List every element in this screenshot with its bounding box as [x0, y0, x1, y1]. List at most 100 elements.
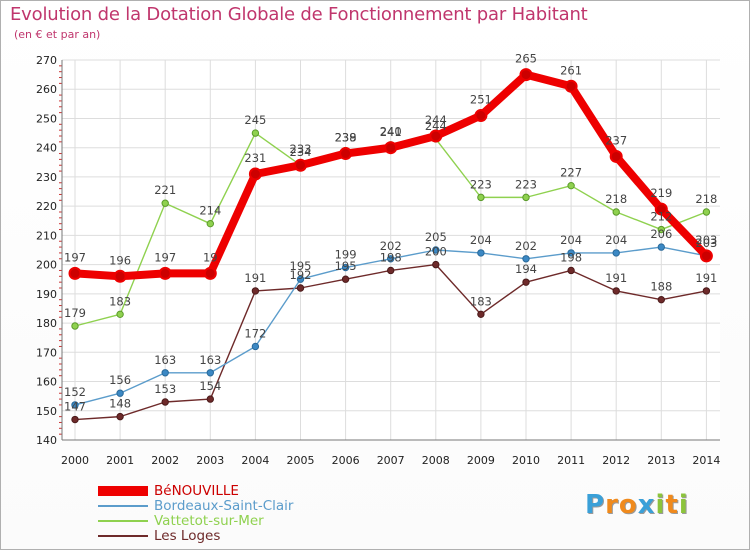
data-label: 191 [605, 271, 627, 285]
data-point [699, 249, 713, 263]
legend-swatch [98, 505, 148, 507]
data-label: 202 [515, 239, 537, 253]
data-label: 218 [605, 192, 627, 206]
y-tick-label: 240 [36, 142, 57, 155]
data-point [294, 158, 307, 172]
data-point [567, 181, 575, 190]
data-point [564, 79, 578, 93]
logo-letter: t [665, 490, 679, 520]
data-point [116, 412, 124, 421]
data-label: 237 [605, 133, 627, 147]
x-tick-label: 2004 [241, 454, 269, 467]
legend-swatch [98, 486, 148, 496]
data-point [71, 322, 79, 330]
data-point [158, 266, 172, 280]
data-label: 195 [335, 259, 357, 273]
data-point [251, 129, 260, 137]
x-tick-label: 2001 [106, 454, 134, 467]
data-point [702, 287, 711, 295]
x-tick-label: 2000 [61, 454, 89, 467]
x-tick-label: 2011 [557, 454, 585, 467]
data-label: 244 [425, 113, 447, 127]
data-point [612, 287, 620, 295]
data-point [384, 141, 398, 155]
x-tick-label: 2014 [692, 454, 720, 467]
data-label: 198 [380, 250, 402, 264]
data-label: 152 [64, 385, 86, 399]
data-label: 200 [425, 245, 447, 259]
y-tick-label: 180 [36, 317, 57, 330]
data-point [251, 342, 260, 351]
y-tick-label: 260 [36, 83, 57, 96]
data-point [71, 415, 79, 424]
data-label: 202 [380, 239, 402, 253]
x-tick-label: 2005 [287, 454, 315, 467]
data-label: 183 [109, 294, 131, 308]
x-tick-label: 2009 [467, 454, 495, 467]
data-point [203, 266, 217, 280]
data-point [657, 295, 665, 304]
data-label: 221 [154, 183, 176, 197]
y-tick-label: 220 [36, 200, 57, 213]
data-label: 240 [380, 125, 402, 139]
data-point [116, 389, 124, 397]
data-label: 238 [335, 131, 357, 145]
data-label: 214 [199, 204, 221, 218]
data-point [206, 219, 215, 228]
data-label: 199 [335, 248, 357, 262]
data-label: 147 [64, 400, 86, 414]
data-label: 227 [560, 166, 582, 180]
data-label: 212 [650, 210, 672, 224]
x-tick-label: 2012 [602, 454, 630, 467]
data-label: 204 [560, 233, 582, 247]
data-point [296, 284, 305, 292]
legend-swatch [98, 520, 148, 522]
data-label: 203 [695, 236, 717, 250]
y-tick-label: 250 [36, 112, 57, 125]
y-tick-label: 160 [36, 376, 57, 389]
data-point [251, 287, 260, 295]
data-label: 241 [380, 125, 402, 139]
data-point [612, 249, 620, 257]
chart-title: Evolution de la Dotation Globale de Fonc… [10, 4, 588, 25]
data-label: 206 [650, 227, 672, 241]
y-tick-label: 200 [36, 259, 57, 272]
data-point [339, 147, 353, 161]
x-tick-label: 2008 [422, 454, 450, 467]
data-point [702, 208, 711, 216]
data-point [477, 193, 485, 202]
y-tick-label: 270 [36, 54, 57, 67]
data-point [522, 255, 530, 263]
data-point [341, 263, 350, 272]
data-point [206, 369, 215, 377]
data-label: 194 [515, 262, 537, 276]
data-label: 223 [515, 177, 537, 191]
y-tick-label: 190 [36, 288, 57, 301]
data-label: 198 [560, 250, 582, 264]
y-tick-label: 170 [36, 346, 57, 359]
legend-label: BéNOUVILLE [154, 483, 239, 499]
data-point [654, 202, 668, 216]
data-point [113, 269, 127, 283]
data-label: 265 [515, 52, 537, 66]
data-label: 148 [109, 397, 131, 411]
data-label: 231 [244, 151, 266, 165]
data-label: 191 [695, 271, 717, 285]
logo-letter: r [605, 490, 619, 520]
data-point [657, 225, 665, 234]
logo-letter: i [655, 490, 666, 520]
data-point [429, 129, 443, 143]
x-tick-label: 2002 [151, 454, 179, 467]
y-tick-label: 150 [36, 405, 57, 418]
data-label: 239 [335, 131, 357, 145]
data-point [432, 246, 440, 254]
data-label: 197 [154, 250, 176, 264]
data-point [567, 249, 575, 257]
data-label: 261 [560, 63, 582, 77]
data-label: 196 [109, 253, 131, 267]
data-point [341, 275, 350, 283]
data-label: 233 [290, 142, 312, 156]
data-label: 154 [199, 379, 221, 393]
data-label: 183 [470, 294, 492, 308]
data-point [474, 109, 488, 123]
